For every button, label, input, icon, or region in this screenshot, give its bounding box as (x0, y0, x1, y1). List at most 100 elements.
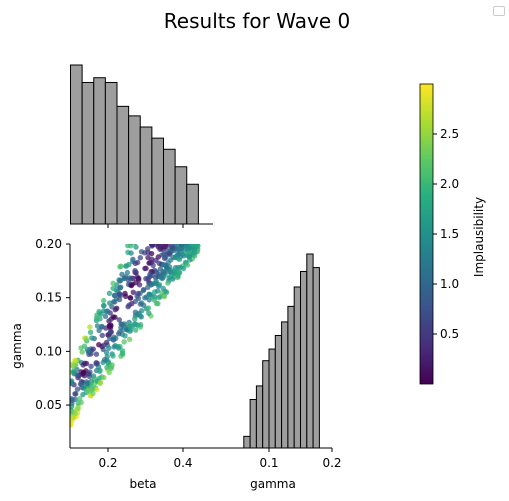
gamma-histogram-bar (262, 360, 270, 449)
scatter-point (126, 302, 132, 308)
gamma-histogram-bar (243, 435, 251, 449)
scatter-point (121, 275, 128, 281)
empty-legend-box (493, 6, 505, 16)
scatter-point (99, 323, 105, 330)
scatter-point (94, 315, 100, 321)
beta-histogram-panel (70, 64, 213, 228)
scatter-point (111, 292, 118, 299)
scatter-point (193, 237, 198, 242)
scatter-point (74, 386, 81, 392)
scatter-point (184, 237, 189, 242)
scatter-point (137, 322, 144, 328)
scatter-point (132, 316, 138, 322)
gamma-tick-label: 0.2 (322, 456, 341, 470)
scatter-point (70, 403, 75, 410)
scatter-point (106, 290, 113, 296)
scatter-point (133, 238, 138, 243)
scatter-point (117, 278, 123, 284)
scatter-point (153, 278, 159, 284)
colorbar-tick-label: 1.5 (440, 227, 459, 241)
scatter-point (137, 301, 144, 307)
scatter-point (176, 256, 183, 262)
scatter-point (103, 339, 110, 346)
scatter-point (183, 244, 190, 248)
scatter-point (90, 346, 97, 352)
scatter-point (147, 271, 153, 278)
scatter-y-tick-label: 0.20 (35, 237, 62, 251)
scatter-point (132, 244, 138, 246)
scatter-point (118, 324, 124, 331)
scatter-point (81, 343, 88, 349)
scatter-point (145, 246, 151, 252)
colorbar-tick-label: 0.5 (440, 327, 459, 341)
scatter-point (184, 262, 191, 268)
beta-histogram-bar (81, 81, 95, 225)
scatter-point (172, 268, 178, 274)
gamma-histogram-panel: 0.1 0.2 gamma (212, 253, 342, 491)
scatter-point (133, 327, 139, 333)
scatter-point (89, 386, 96, 392)
scatter-point (130, 289, 136, 295)
scatter-y-tick-label: 0.05 (35, 398, 62, 412)
scatter-point (116, 317, 123, 323)
scatter-point (147, 292, 154, 298)
scatter-point (192, 249, 198, 256)
scatter-y-tick-label: 0.10 (35, 344, 62, 358)
colorbar: 0.5 1.0 1.5 2.0 2.5 Implausibility (419, 83, 486, 385)
beta-histogram-bar (104, 81, 118, 225)
scatter-point (97, 368, 103, 375)
scatter-x-ticks: 0.2 0.4 (98, 448, 193, 470)
scatter-point (180, 251, 186, 257)
scatter-x-tick-label: 0.4 (173, 456, 192, 470)
scatter-point (128, 282, 135, 289)
scatter-point (99, 332, 106, 339)
scatter-point (157, 266, 164, 272)
scatter-point (88, 363, 94, 369)
colorbar-label: Implausibility (472, 197, 486, 277)
scatter-point (79, 349, 85, 355)
scatter-point (101, 357, 108, 363)
scatter-point (164, 264, 170, 271)
scatter-point (187, 257, 193, 263)
scatter-point (93, 351, 100, 357)
scatter-point (121, 321, 128, 327)
scatter-point (101, 374, 107, 381)
scatter-point (142, 295, 148, 301)
scatter-panel: 0.05 0.10 0.15 0.20 0.2 0.4 beta gamma (10, 236, 213, 491)
scatter-point (96, 342, 102, 348)
scatter-point (94, 323, 101, 329)
scatter-point (126, 319, 132, 326)
scatter-point (94, 386, 100, 393)
scatter-point (195, 244, 201, 249)
scatter-point (110, 285, 116, 292)
scatter-point (90, 390, 96, 396)
scatter-point (178, 244, 185, 248)
scatter-point (178, 236, 183, 241)
scatter-point (106, 345, 112, 351)
scatter-point (185, 237, 190, 242)
scatter-point (148, 259, 155, 266)
scatter-point (127, 295, 133, 301)
scatter-point (186, 249, 193, 255)
gamma-histogram-bar (293, 286, 302, 449)
scatter-point (118, 263, 124, 269)
chart-title: Results for Wave 0 (164, 9, 350, 33)
scatter-point (135, 290, 141, 297)
scatter-point (163, 255, 169, 261)
scatter-point (146, 310, 152, 316)
scatter-point (153, 269, 159, 275)
gamma-histogram-bar (281, 321, 289, 449)
scatter-point (97, 379, 104, 386)
beta-histogram-bar (186, 183, 199, 225)
scatter-point (128, 244, 134, 249)
scatter-point (179, 238, 184, 243)
beta-histogram-bar (70, 64, 83, 225)
scatter-point (143, 265, 149, 271)
scatter-point (122, 333, 128, 339)
scatter-point (85, 371, 91, 377)
scatter-point (160, 285, 166, 292)
scatter-point (187, 238, 192, 243)
scatter-point (83, 335, 89, 342)
scatter-point (166, 275, 172, 281)
beta-histogram-bar (93, 77, 106, 225)
